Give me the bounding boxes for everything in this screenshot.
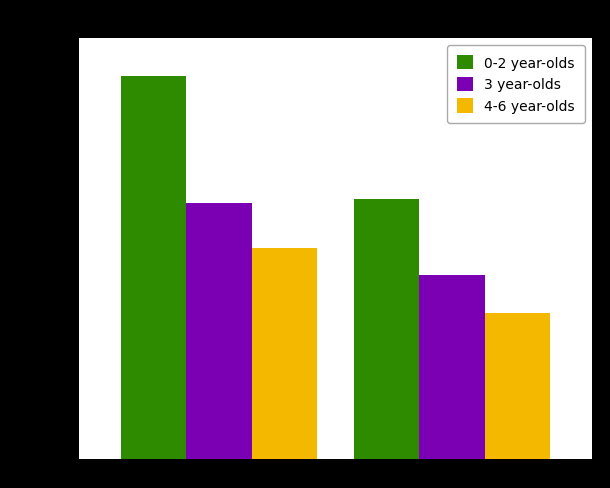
Bar — [484, 314, 550, 459]
Bar — [419, 276, 484, 459]
Bar — [252, 249, 317, 459]
Legend: 0-2 year-olds, 3 year-olds, 4-6 year-olds: 0-2 year-olds, 3 year-olds, 4-6 year-old… — [447, 46, 585, 123]
Bar — [187, 203, 252, 459]
Bar — [354, 199, 419, 459]
Bar — [121, 77, 187, 459]
